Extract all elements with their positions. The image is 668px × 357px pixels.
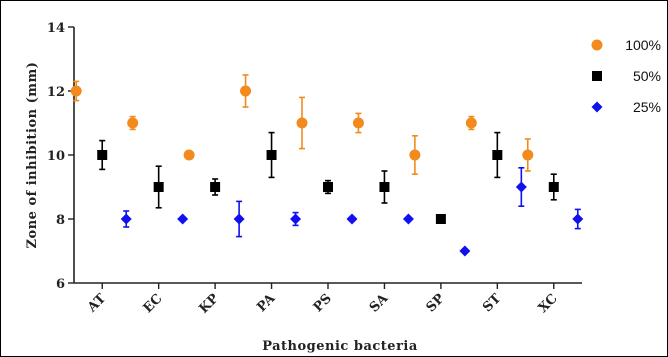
point-50pct-sa (379, 182, 390, 192)
data-marks (70, 74, 584, 257)
x-axis-label: Pathogenic bacteria (262, 339, 418, 354)
point-100pct-st (465, 117, 477, 129)
point-100pct-sp (409, 149, 421, 161)
point-100pct-xc (522, 149, 534, 161)
point-25pct-sa (402, 213, 414, 225)
point-50pct-at (97, 150, 108, 160)
x-tick-label-st: ST (480, 291, 504, 315)
y-tick-label: 6 (56, 277, 65, 292)
legend: 100% 50% 25% (591, 37, 661, 115)
y-axis-label: Zone of inhibition (mm) (25, 62, 40, 249)
x-tick-label-sa: SA (367, 291, 392, 316)
x-tick-label-ec: EC (141, 291, 166, 316)
legend-marker-50pct (592, 71, 602, 81)
point-25pct-st (515, 181, 527, 193)
point-25pct-kp (233, 213, 245, 225)
point-50pct-st (492, 150, 503, 160)
x-tick-label-kp: KP (196, 291, 222, 317)
point-100pct-ec (127, 117, 139, 129)
point-25pct-xc (572, 213, 584, 225)
legend-label-25pct: 25% (633, 99, 661, 115)
x-tick-label-ps: PS (311, 291, 335, 315)
x-tick-label-xc: XC (536, 291, 561, 316)
point-50pct-pa (266, 150, 277, 160)
point-25pct-ec (177, 213, 189, 225)
point-25pct-at (120, 213, 132, 225)
x-tick-label-sp: SP (424, 291, 448, 315)
y-tick-label: 8 (56, 213, 65, 228)
y-tick-label: 14 (47, 21, 65, 36)
axes: 6 8 10 12 14 AT EC KP PA PS SA SP ST XC (47, 21, 582, 317)
y-tick-label: 12 (47, 85, 65, 100)
point-50pct-sp (435, 214, 446, 224)
legend-marker-100pct (591, 39, 603, 51)
point-100pct-ps (296, 117, 308, 129)
point-100pct-kp (183, 149, 195, 161)
point-25pct-ps (346, 213, 358, 225)
point-100pct-pa (240, 85, 252, 97)
point-50pct-kp (210, 182, 221, 192)
x-tick-label-at: AT (84, 291, 109, 316)
point-50pct-ec (153, 182, 164, 192)
legend-label-100pct: 100% (625, 37, 661, 53)
y-tick-label: 10 (47, 149, 65, 164)
x-tick-label-pa: PA (254, 291, 279, 316)
point-50pct-ps (323, 182, 333, 192)
point-50pct-xc (548, 182, 559, 192)
legend-label-50pct: 50% (633, 68, 661, 84)
point-100pct-at (70, 85, 82, 97)
point-100pct-sa (352, 117, 364, 129)
point-25pct-pa (290, 213, 302, 225)
legend-marker-25pct (591, 101, 603, 113)
point-25pct-sp (459, 245, 471, 257)
